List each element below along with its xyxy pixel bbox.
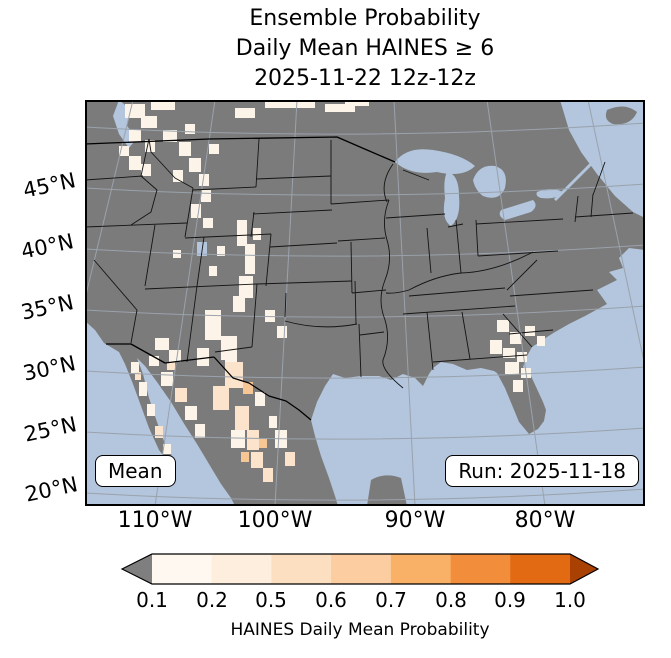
cbar-tick-1: 0.2 <box>196 588 228 612</box>
cbar-tick-2: 0.5 <box>255 588 287 612</box>
colorbar-over-arrow <box>570 554 598 584</box>
map-frame <box>85 100 645 506</box>
lat-label-30n: 30°N <box>20 351 78 386</box>
country-borders <box>85 136 396 421</box>
colorbar-segment <box>510 554 570 584</box>
newfoundland-island <box>605 106 637 125</box>
st-lawrence-river <box>553 156 599 202</box>
lat-label-25n: 25°N <box>21 412 79 447</box>
lake-superior <box>395 149 475 174</box>
cbar-tick-6: 0.9 <box>494 588 526 612</box>
lat-label-40n: 40°N <box>18 229 76 264</box>
yucatan <box>367 475 407 506</box>
colorbar-outline <box>120 553 600 585</box>
colorbar-segment <box>211 554 272 584</box>
colorbar-segment <box>390 554 451 584</box>
map-axes: Mean Run: 2025-11-18 <box>85 100 645 506</box>
lon-label-110w: 110°W <box>117 508 193 533</box>
lon-label-80w: 80°W <box>514 508 576 533</box>
cbar-tick-3: 0.6 <box>315 588 347 612</box>
cbar-tick-0: 0.1 <box>136 588 168 612</box>
colorbar-under-arrow <box>122 554 152 584</box>
graticule <box>85 100 645 506</box>
colorbar-label: HAINES Daily Mean Probability <box>230 620 490 640</box>
colorbar-canvas <box>120 553 600 585</box>
chart-title: Ensemble Probability Daily Mean HAINES ≥… <box>85 4 645 94</box>
colorbar-segment <box>271 554 332 584</box>
lake-ontario <box>536 189 563 199</box>
colorbar-segment <box>152 554 212 584</box>
mean-box: Mean <box>95 455 176 487</box>
colorbar-segment <box>450 554 511 584</box>
lat-label-35n: 35°N <box>18 290 76 325</box>
title-line-1: Ensemble Probability <box>249 6 481 31</box>
title-line-2: Daily Mean HAINES ≥ 6 <box>235 36 495 61</box>
state-borders <box>85 138 634 389</box>
lon-label-100w: 100°W <box>237 508 313 533</box>
cbar-tick-5: 0.8 <box>435 588 467 612</box>
lon-label-90w: 90°W <box>384 508 446 533</box>
cbar-tick-7: 1.0 <box>554 588 586 612</box>
lake-michigan <box>443 172 460 226</box>
run-box: Run: 2025-11-18 <box>445 455 639 487</box>
map-canvas <box>85 100 645 506</box>
colorbar <box>120 552 600 586</box>
vancouver-island <box>85 114 109 156</box>
lat-label-20n: 20°N <box>22 472 80 507</box>
lakes <box>197 149 599 256</box>
lake-erie <box>499 200 536 220</box>
title-line-3: 2025-11-22 12z-12z <box>254 66 476 91</box>
colorbar-segment <box>331 554 392 584</box>
probability-patches <box>119 100 545 482</box>
lat-label-45n: 45°N <box>20 168 78 203</box>
cbar-tick-4: 0.7 <box>375 588 407 612</box>
